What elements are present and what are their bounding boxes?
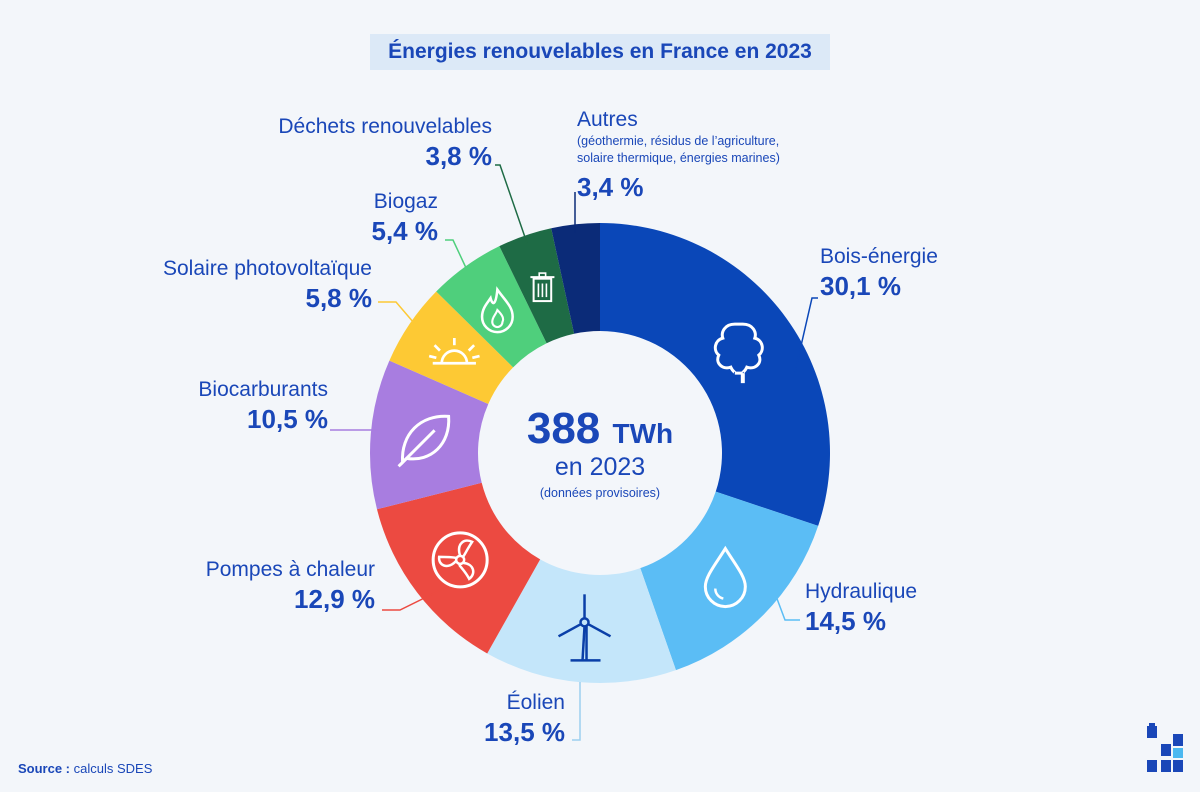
label-name: Solaire photovoltaïque <box>163 257 372 280</box>
leader-line <box>382 577 466 611</box>
label-hydraulique: Hydraulique 14,5 % <box>805 579 917 637</box>
slice-sun <box>389 291 514 404</box>
wind-turbine-icon <box>557 594 612 662</box>
center-note: (données provisoires) <box>539 486 661 500</box>
flame-icon <box>480 286 514 334</box>
label-value: 5,8 % <box>305 283 373 313</box>
slice-fan <box>376 482 541 654</box>
label-name: Biogaz <box>373 190 438 213</box>
label-name: Hydraulique <box>805 580 918 603</box>
slice-flame <box>436 246 547 368</box>
label-bois-energie: Bois-énergie 30,1 % <box>820 244 938 302</box>
leaf-icon <box>397 414 451 468</box>
label-detail: (géothermie, résidus de l’agriculture, s… <box>577 134 780 165</box>
label-value: 3,8 % <box>425 141 493 171</box>
label-value: 13,5 % <box>484 717 565 747</box>
water-drop-icon <box>703 545 747 608</box>
label-autres: Autres (géothermie, résidus de l’agricul… <box>577 107 817 203</box>
label-name: Autres <box>577 108 638 131</box>
label-pompes-a-chaleur: Pompes à chaleur 12,9 % <box>206 557 375 615</box>
leader-line <box>775 595 800 621</box>
leader-line <box>445 239 468 271</box>
slice-autres <box>551 223 600 334</box>
leader-line <box>378 301 421 331</box>
leader-line <box>572 682 581 741</box>
fan-icon <box>431 531 489 589</box>
slice-tree <box>600 223 830 526</box>
leader-line <box>495 164 528 244</box>
label-solaire-photovoltaique: Solaire photovoltaïque 5,8 % <box>163 256 372 314</box>
label-name: Éolien <box>506 691 565 714</box>
trash-bin-icon <box>530 272 555 303</box>
label-biocarburants: Biocarburants 10,5 % <box>198 377 328 435</box>
chart-title: Énergies renouvelables en France en 2023 <box>388 40 812 63</box>
label-value: 30,1 % <box>820 271 901 301</box>
source-prefix: Source : <box>18 761 71 776</box>
source-note: Source : calculs SDES <box>18 761 152 776</box>
label-name: Biocarburants <box>198 378 328 401</box>
label-eolien: Éolien 13,5 % <box>484 690 565 748</box>
label-value: 14,5 % <box>805 606 886 636</box>
center-total-unit: TWh <box>612 418 674 449</box>
source-text: calculs SDES <box>73 761 153 776</box>
label-value: 5,4 % <box>371 216 439 246</box>
center-total: 388 TWh <box>480 404 720 459</box>
title-background <box>370 34 830 70</box>
center-total-value: 388 <box>526 404 601 453</box>
label-name: Pompes à chaleur <box>205 558 375 581</box>
label-name: Bois-énergie <box>820 245 938 268</box>
sun-icon <box>428 338 480 365</box>
label-dechets-renouvelables: Déchets renouvelables 3,8 % <box>278 114 492 172</box>
tree-icon <box>713 322 764 384</box>
label-biogaz: Biogaz 5,4 % <box>372 189 439 247</box>
center-year: en 2023 <box>554 453 646 481</box>
label-name: Déchets renouvelables <box>278 115 492 138</box>
label-value: 10,5 % <box>247 404 328 434</box>
slice-trash-bin <box>499 228 575 344</box>
label-value: 3,4 % <box>577 172 644 202</box>
label-value: 12,9 % <box>294 584 375 614</box>
slice-water-drop <box>640 491 819 671</box>
sdes-logo-icon <box>1147 723 1183 772</box>
leader-line <box>794 297 818 373</box>
